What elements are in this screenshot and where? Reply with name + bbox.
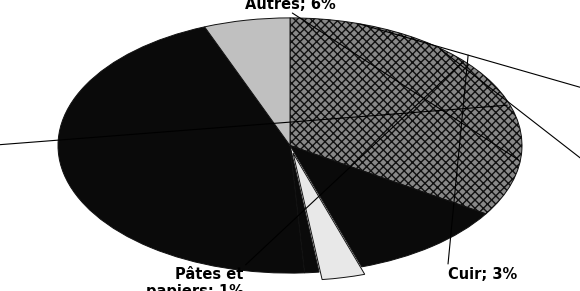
Wedge shape <box>58 27 304 273</box>
Text: Pâtes et
papiers; 1%: Pâtes et papiers; 1% <box>146 267 244 291</box>
Wedge shape <box>290 146 319 273</box>
Text: Cuir; 3%: Cuir; 3% <box>448 267 517 282</box>
Wedge shape <box>290 18 522 214</box>
Wedge shape <box>293 153 365 280</box>
Wedge shape <box>290 146 486 267</box>
Text: Autres; 6%: Autres; 6% <box>245 0 335 12</box>
Wedge shape <box>205 18 290 146</box>
